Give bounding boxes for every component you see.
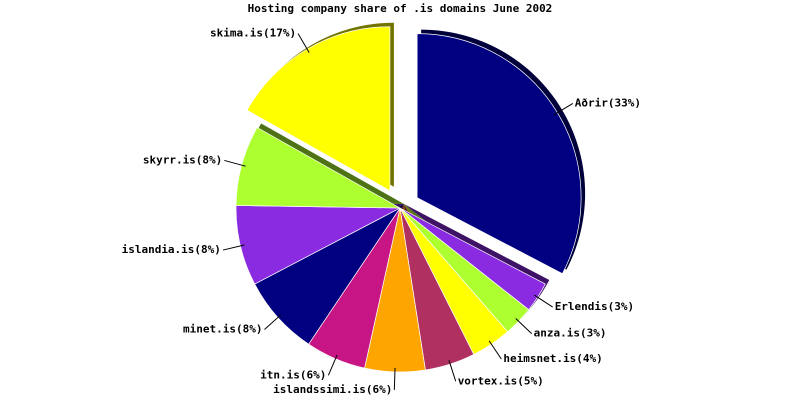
leader-line [264,314,282,330]
slice-label: minet.is(8%) [183,323,262,336]
chart-title: Hosting company share of .is domains Jun… [248,2,553,15]
slice-label: islandssimi.is(6%) [273,383,392,396]
slice-label: Erlendis(3%) [555,300,634,313]
leader-line [297,33,310,53]
slice-label: itn.is(6%) [260,368,326,381]
slice-label: heimsnet.is(4%) [503,352,602,365]
leader-line [448,360,457,382]
leader-line [393,367,396,390]
leader-line [533,294,553,308]
slice-label: skima.is(17%) [210,27,296,40]
leader-line [224,159,246,167]
slice-label: anza.is(3%) [534,327,607,340]
slice-label: Aðrir(33%) [575,96,641,109]
leader-line [488,340,502,360]
slice-label: vortex.is(5%) [458,374,544,387]
leader-line [327,354,338,376]
slice-label: islandia.is(8%) [122,243,221,256]
slice-label: skyrr.is(8%) [143,153,222,166]
leader-line [222,244,245,251]
leader-line [515,318,533,335]
leader-line [553,102,574,116]
